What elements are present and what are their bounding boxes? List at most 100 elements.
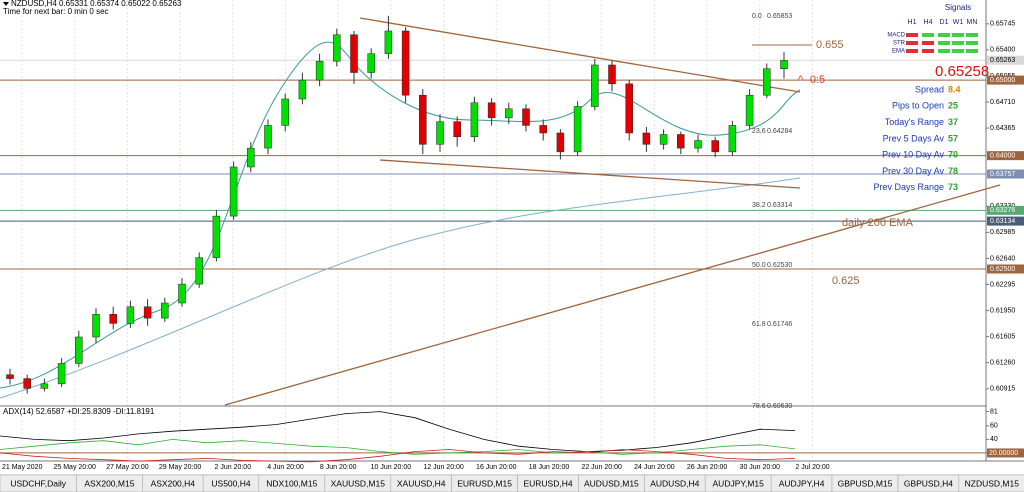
signal-box	[952, 49, 964, 53]
tab-label[interactable]: EURUSD,H4	[523, 478, 572, 488]
tab-label[interactable]: US500,H4	[211, 478, 250, 488]
tab-label[interactable]: AUDJPY,M15	[713, 478, 765, 488]
price-label: 0.63276	[990, 207, 1015, 214]
stat-value: 78	[948, 166, 958, 176]
candle-body	[92, 314, 100, 338]
x-tick-label: 21 May 2020	[2, 464, 43, 471]
tab-label[interactable]: XAUUSD,H4	[397, 478, 446, 488]
candle-body	[264, 125, 272, 149]
tab-label[interactable]: NDX100,M15	[266, 478, 317, 488]
price-label-box	[987, 216, 1024, 226]
tab-label[interactable]: AUDUSD,H4	[650, 478, 699, 488]
plot	[6, 15, 788, 394]
adx-tick-label: 60	[990, 423, 998, 430]
candle-body	[161, 302, 169, 319]
candle-body	[453, 121, 461, 138]
tab[interactable]: US500,H4	[202, 474, 260, 492]
stat-label: Prev Days Range	[873, 182, 944, 192]
signal-box	[906, 49, 918, 53]
x-tick-label: 10 Jun 20:00	[371, 464, 412, 471]
fib-price: 0.62530	[767, 262, 792, 269]
x-tick-label: 2 Jul 20:00	[795, 464, 829, 471]
y-tick-label: 0.62295	[990, 281, 1015, 288]
y-tick-label: 0.64365	[990, 125, 1015, 132]
candle-body	[694, 140, 702, 149]
tab-label[interactable]: USDCHF,Daily	[10, 478, 66, 488]
tab[interactable]: XAUUSD,H4	[390, 474, 452, 492]
tab-label[interactable]: GBPUSD,H4	[904, 478, 953, 488]
tab[interactable]: AUDJPY,H4	[770, 474, 833, 492]
timeframe: MN	[967, 19, 978, 26]
timeframe: W1	[953, 19, 964, 26]
candle-body	[419, 94, 427, 145]
candle-body	[573, 106, 582, 153]
y-tick-label: 0.60915	[990, 386, 1015, 393]
tab-background[interactable]	[958, 474, 1024, 492]
y-tick-label: 0.65745	[990, 21, 1015, 28]
signal-box	[906, 33, 918, 37]
candle-body	[57, 363, 66, 385]
tab-label[interactable]: ASX200,H4	[151, 478, 196, 488]
tab[interactable]: AUDJPY,M15	[704, 474, 772, 492]
x-tick-label: 18 Jun 20:00	[529, 464, 570, 471]
x-tick-label: 4 Jun 20:00	[267, 464, 304, 471]
stat-value: 8.4	[948, 84, 961, 94]
tab-label[interactable]: AUDUSD,M15	[584, 478, 639, 488]
annotation: 0.655	[816, 39, 844, 51]
y-tick-label: 0.62640	[990, 255, 1015, 262]
candle-body	[126, 306, 135, 324]
level-label: 20.00000	[989, 450, 1018, 457]
tab-label[interactable]: ASX200,M15	[84, 478, 134, 488]
timeframe: H4	[924, 19, 933, 26]
x-tick-label: 25 May 20:00	[53, 464, 96, 471]
tab[interactable]: GBPUSD,H4	[897, 474, 960, 492]
y-tick-label: 0.61605	[990, 333, 1015, 340]
bar-timer: Time for next bar: 0 min 0 sec	[3, 7, 109, 16]
tab-label[interactable]: NZDUSD,M15	[965, 478, 1020, 488]
tab[interactable]: AUDUSD,M15	[578, 474, 645, 492]
candle-body	[195, 257, 203, 285]
timeframe: H1	[908, 19, 917, 26]
marker	[3, 2, 9, 6]
tab[interactable]: ASX200,H4	[142, 474, 204, 492]
price-label: 0.63134	[990, 218, 1015, 225]
tab[interactable]: USDCHF,Daily	[0, 474, 77, 492]
tab[interactable]: NZDUSD,M15	[958, 474, 1024, 492]
tab[interactable]: ASX200,M15	[76, 474, 143, 492]
candle-body	[298, 79, 307, 100]
candle-body	[763, 68, 771, 96]
signal-name: MACD	[887, 33, 905, 39]
tab-label[interactable]: EURUSD,M15	[457, 478, 512, 488]
tab[interactable]: EURUSD,H4	[517, 474, 579, 492]
candle-body	[315, 60, 324, 81]
trendline	[359, 17, 801, 93]
tab[interactable]: GBPUSD,M15	[831, 474, 899, 492]
tab[interactable]: EURUSD,M15	[451, 474, 518, 492]
tab[interactable]: AUDUSD,H4	[644, 474, 706, 492]
stat-value: 57	[948, 133, 958, 143]
signal-box	[938, 41, 950, 45]
signal-box	[922, 49, 934, 53]
tab-label[interactable]: GBPUSD,M15	[838, 478, 893, 488]
tab[interactable]: XAUUSD,M15	[324, 474, 392, 492]
trendline	[224, 184, 1001, 406]
price-label: 0.65000	[990, 77, 1015, 84]
tab-label[interactable]: AUDJPY,H4	[779, 478, 825, 488]
ema-200	[0, 177, 801, 399]
fib-level: 78.6	[752, 403, 766, 410]
x-tick-label: 27 May 20:00	[106, 464, 149, 471]
stat-label: Prev 10 Day Av	[882, 150, 944, 160]
tab-label[interactable]: XAUUSD,M15	[331, 478, 386, 488]
candle-body	[659, 134, 668, 145]
price-label: 0.63757	[990, 171, 1015, 178]
x-tick-label: 24 Jun 20:00	[634, 464, 675, 471]
price-label: 0.65263	[990, 57, 1015, 64]
tab[interactable]: NDX100,M15	[258, 474, 326, 492]
x-tick-label: 30 Jun 20:00	[740, 464, 781, 471]
signal-name: STR	[893, 41, 906, 47]
candle-body	[642, 132, 651, 145]
candle-body	[281, 98, 289, 126]
grid	[0, 0, 986, 461]
